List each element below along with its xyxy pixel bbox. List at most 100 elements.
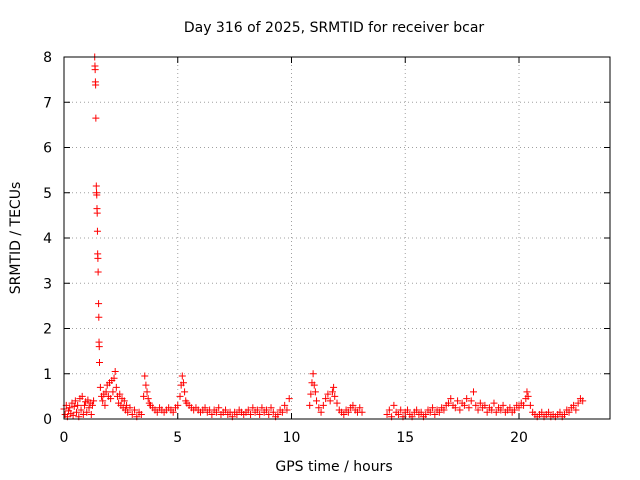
data-point-marker — [128, 410, 136, 418]
data-point-marker — [390, 401, 398, 409]
data-point-marker — [397, 406, 405, 414]
data-point-marker — [201, 404, 209, 412]
y-tick-label: 3 — [43, 276, 52, 292]
data-point-marker — [102, 388, 110, 396]
plot-frame — [63, 56, 611, 420]
data-point-marker — [356, 404, 364, 412]
data-point-marker — [499, 401, 507, 409]
data-point-marker — [570, 401, 578, 409]
data-point-marker — [208, 410, 216, 418]
data-point-marker — [435, 408, 443, 416]
data-point-marker — [110, 374, 118, 382]
data-point-marker — [526, 401, 534, 409]
data-point-marker — [470, 388, 477, 396]
data-point-marker — [383, 410, 391, 418]
y-tick-label: 8 — [43, 50, 52, 66]
data-point-marker — [143, 388, 151, 396]
data-point-marker — [176, 392, 184, 400]
data-point-marker — [109, 388, 117, 396]
data-point-marker — [340, 410, 348, 418]
data-point-marker — [440, 406, 448, 414]
data-point-marker — [179, 379, 187, 387]
y-tick-label: 5 — [43, 186, 52, 202]
data-point-marker — [326, 397, 334, 405]
data-point-marker — [92, 114, 100, 122]
data-point-marker — [510, 406, 518, 414]
data-point-marker — [307, 390, 315, 398]
data-point-marker — [447, 395, 455, 403]
data-point-marker — [131, 406, 139, 414]
data-point-marker — [256, 410, 264, 418]
data-point-marker — [244, 406, 252, 414]
data-point-marker — [492, 408, 500, 416]
data-point-marker — [95, 313, 103, 321]
data-point-marker — [358, 408, 366, 416]
data-point-marker — [212, 408, 220, 416]
data-point-marker — [311, 388, 319, 396]
data-point-marker — [70, 402, 78, 410]
data-point-marker — [94, 254, 102, 262]
data-point-marker — [422, 410, 430, 418]
data-point-marker — [523, 388, 531, 396]
data-point-marker — [73, 408, 81, 416]
data-point-marker — [78, 392, 86, 400]
data-point-marker — [429, 404, 437, 412]
data-point-marker — [80, 401, 88, 409]
y-tick-label: 6 — [43, 141, 52, 157]
data-point-marker — [444, 399, 452, 407]
x-tick-label: 15 — [396, 430, 414, 446]
data-point-marker — [93, 191, 101, 199]
data-point-marker — [404, 406, 412, 414]
data-point-marker — [426, 408, 434, 416]
data-point-marker — [137, 410, 145, 418]
data-point-marker — [233, 410, 241, 418]
data-point-marker — [285, 395, 293, 403]
data-point-marker — [281, 401, 289, 409]
data-point-marker — [262, 406, 270, 414]
data-point-marker — [306, 401, 314, 409]
data-point-marker — [269, 408, 277, 416]
y-tick-label: 7 — [43, 95, 52, 111]
data-point-marker — [324, 390, 332, 398]
data-point-marker — [538, 408, 546, 416]
data-point-marker — [467, 397, 475, 405]
data-point-marker — [93, 209, 101, 217]
data-point-marker — [69, 411, 77, 419]
data-point-marker — [545, 408, 553, 416]
data-point-marker — [474, 406, 482, 414]
data-point-marker — [95, 343, 103, 351]
data-point-marker — [88, 401, 96, 409]
y-tick-label: 2 — [43, 322, 52, 338]
x-tick-label: 0 — [60, 430, 69, 446]
data-point-marker — [95, 358, 103, 366]
data-point-marker — [93, 227, 101, 235]
data-point-marker — [181, 388, 189, 396]
data-point-marker — [178, 372, 186, 380]
data-points — [60, 53, 587, 421]
data-point-marker — [556, 408, 564, 416]
data-point-marker — [153, 408, 161, 416]
data-point-marker — [476, 399, 484, 407]
data-point-marker — [99, 397, 107, 405]
data-point-marker — [497, 406, 505, 414]
data-point-marker — [144, 395, 152, 403]
data-point-marker — [344, 408, 352, 416]
data-point-marker — [169, 408, 177, 416]
data-point-marker — [141, 372, 149, 380]
data-point-marker — [572, 406, 580, 414]
data-point-marker — [94, 268, 102, 276]
data-point-marker — [454, 397, 462, 405]
x-tick-label: 5 — [173, 430, 182, 446]
data-point-marker — [565, 408, 573, 416]
data-point-marker — [490, 399, 498, 407]
data-point-marker — [463, 395, 471, 403]
data-point-marker — [83, 408, 91, 416]
data-point-marker — [249, 404, 257, 412]
data-point-marker — [483, 408, 491, 416]
data-point-marker — [265, 410, 273, 418]
data-point-marker — [92, 81, 100, 89]
x-axis-label: GPS time / hours — [275, 459, 392, 475]
data-point-marker — [247, 410, 255, 418]
data-point-marker — [579, 397, 587, 405]
data-point-marker — [574, 399, 582, 407]
